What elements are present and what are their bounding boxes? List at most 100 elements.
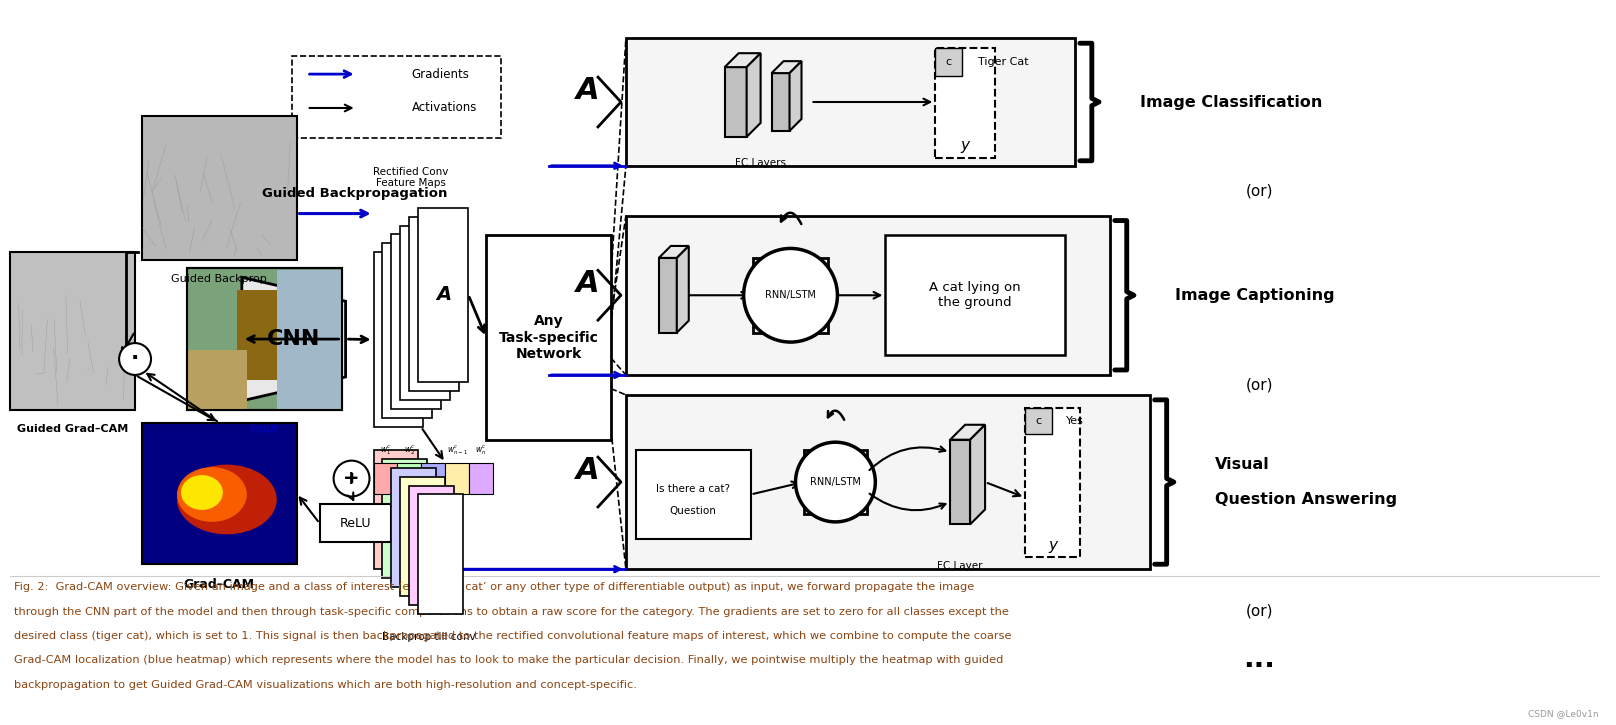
Text: FC Layer: FC Layer (937, 561, 983, 571)
Polygon shape (747, 53, 761, 137)
Text: A: A (577, 455, 600, 484)
Bar (398, 463, 422, 494)
Bar (401, 476, 446, 596)
Text: A: A (436, 285, 451, 304)
Bar (803, 450, 868, 514)
Polygon shape (771, 61, 802, 73)
Text: $w_1^c$: $w_1^c$ (380, 443, 391, 457)
Bar (419, 494, 464, 614)
Text: $w_2^c$: $w_2^c$ (404, 443, 415, 457)
Text: Guided Backpropagation: Guided Backpropagation (262, 186, 448, 199)
Polygon shape (950, 425, 986, 439)
Text: c: c (1036, 415, 1042, 426)
Bar (486, 236, 611, 439)
Bar (637, 450, 750, 539)
Text: ReLU: ReLU (339, 517, 372, 530)
Text: ...: ... (1243, 645, 1275, 673)
Bar (625, 395, 1149, 569)
Text: (or): (or) (1246, 183, 1273, 198)
Polygon shape (970, 425, 986, 524)
Bar (422, 463, 446, 494)
Text: Grad–CAM: Grad–CAM (184, 578, 255, 591)
Bar (383, 459, 427, 578)
Text: through the CNN part of the model and then through task-specific computations to: through the CNN part of the model and th… (15, 607, 1010, 616)
Text: RNN/LSTM: RNN/LSTM (764, 290, 816, 300)
Bar (373, 252, 423, 427)
Text: Visual: Visual (1215, 457, 1269, 471)
Bar (142, 116, 297, 260)
Text: (or): (or) (1246, 378, 1273, 392)
Text: CSDN @Le0v1n: CSDN @Le0v1n (1529, 708, 1598, 718)
Text: Grad-CAM localization (blue heatmap) which represents where the model has to loo: Grad-CAM localization (blue heatmap) whi… (15, 655, 1004, 666)
Text: Is there a cat?: Is there a cat? (656, 484, 730, 494)
Text: $w_{n-1}^c$: $w_{n-1}^c$ (446, 443, 469, 457)
Polygon shape (724, 67, 747, 137)
Circle shape (795, 442, 876, 522)
Text: Image Captioning: Image Captioning (1175, 288, 1335, 303)
Bar (238, 290, 307, 380)
Bar (401, 225, 451, 400)
Bar (625, 38, 1075, 166)
Text: Yes: Yes (1067, 415, 1084, 426)
Text: Gradients: Gradients (412, 67, 469, 80)
Text: Question Answering: Question Answering (1215, 492, 1396, 507)
Polygon shape (790, 61, 802, 131)
Bar (383, 244, 433, 418)
Bar (187, 268, 341, 410)
Text: A: A (577, 75, 600, 104)
Text: Image Classification: Image Classification (1139, 94, 1322, 109)
Text: ·: · (131, 348, 139, 368)
Text: A cat lying on
the ground: A cat lying on the ground (929, 281, 1021, 310)
Text: Tiger Cat: Tiger Cat (978, 57, 1029, 67)
Circle shape (333, 460, 370, 497)
Polygon shape (771, 73, 790, 131)
Bar (1025, 408, 1079, 558)
Ellipse shape (178, 467, 247, 522)
Text: y: y (1047, 538, 1057, 552)
Text: Input: Input (250, 424, 278, 434)
Polygon shape (677, 246, 688, 333)
Text: (or): (or) (1246, 603, 1273, 618)
Bar (409, 217, 459, 391)
Bar (1025, 408, 1052, 434)
Polygon shape (724, 53, 761, 67)
Bar (391, 468, 436, 587)
Text: desired class (tiger cat), which is set to 1. This signal is then backpropagated: desired class (tiger cat), which is set … (15, 631, 1012, 641)
Text: backpropagation to get Guided Grad-CAM visualizations which are both high-resolu: backpropagation to get Guided Grad-CAM v… (15, 680, 637, 689)
Text: RNN/LSTM: RNN/LSTM (810, 477, 861, 487)
Bar (446, 463, 469, 494)
Bar (753, 258, 827, 333)
Bar (142, 423, 297, 564)
Bar (419, 207, 469, 382)
Text: +: + (343, 469, 360, 488)
Bar (187, 350, 247, 410)
Polygon shape (659, 246, 688, 258)
Polygon shape (950, 439, 970, 524)
Bar (373, 450, 419, 569)
Ellipse shape (181, 475, 223, 510)
Text: c: c (945, 57, 952, 67)
Text: Rectified Conv
Feature Maps: Rectified Conv Feature Maps (373, 167, 449, 188)
Circle shape (743, 249, 837, 342)
Text: y: y (960, 138, 970, 153)
Bar (625, 215, 1110, 375)
Text: $w_n^c$: $w_n^c$ (475, 443, 486, 457)
Text: FC Layers: FC Layers (735, 158, 785, 167)
Text: Activations: Activations (412, 102, 477, 115)
Polygon shape (659, 258, 677, 333)
Text: Question: Question (669, 507, 718, 516)
Text: A: A (577, 269, 600, 298)
Bar (10, 252, 136, 410)
Bar (276, 270, 341, 410)
Text: Any
Task-specific
Network: Any Task-specific Network (499, 315, 598, 361)
Text: Backprop till conv: Backprop till conv (381, 632, 475, 642)
Text: Fig. 2:  Grad-CAM overview: Given an image and a class of interest (e.g., ‘tiger: Fig. 2: Grad-CAM overview: Given an imag… (15, 582, 974, 592)
Bar (373, 463, 398, 494)
Text: +: + (346, 471, 357, 486)
Bar (187, 268, 341, 410)
FancyBboxPatch shape (292, 56, 501, 138)
Bar (391, 234, 441, 409)
Bar (409, 486, 454, 605)
Circle shape (120, 343, 150, 375)
Bar (320, 505, 391, 542)
